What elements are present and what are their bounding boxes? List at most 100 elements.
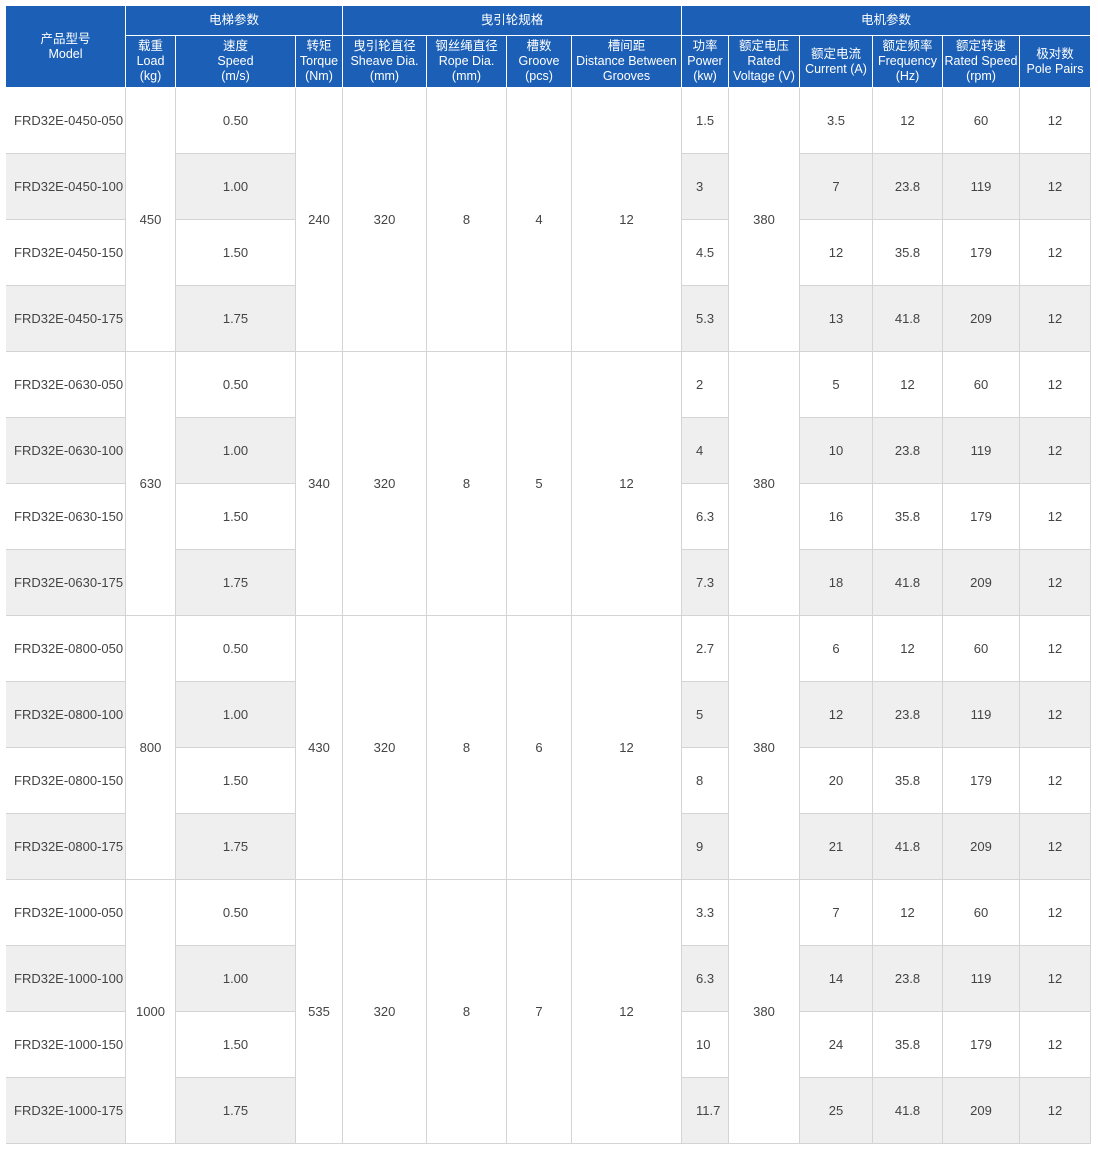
cell-model: FRD32E-0800-175 bbox=[6, 814, 126, 880]
header-text: Frequency bbox=[877, 54, 938, 68]
cell-groove: 7 bbox=[507, 880, 572, 1144]
cell-rope: 8 bbox=[427, 880, 507, 1144]
cell-frequency: 12 bbox=[873, 880, 943, 946]
cell-text: 1.00 bbox=[222, 443, 249, 458]
header-text: Distance Between bbox=[576, 54, 677, 68]
cell-model: FRD32E-0630-050 bbox=[6, 352, 126, 418]
cell-text: 1.00 bbox=[222, 971, 249, 986]
header-text: (kg) bbox=[139, 69, 162, 83]
cell-power: 6.3 bbox=[682, 946, 729, 1012]
cell-text: 179 bbox=[970, 509, 992, 524]
cell-current: 13 bbox=[800, 286, 873, 352]
cell-text: 12 bbox=[1047, 509, 1063, 524]
cell-text: 12 bbox=[619, 740, 634, 755]
header-text: 产品型号 bbox=[40, 31, 91, 46]
header-column: 功率 Power (kw) bbox=[682, 36, 729, 88]
cell-text: 11.7 bbox=[696, 1103, 721, 1118]
cell-text: 12 bbox=[900, 641, 915, 656]
cell-pole-pairs: 12 bbox=[1020, 88, 1091, 154]
cell-text: 320 bbox=[373, 740, 396, 755]
cell-rated-speed: 179 bbox=[943, 220, 1020, 286]
cell-rated-speed: 179 bbox=[943, 1012, 1020, 1078]
cell-text: 0.50 bbox=[222, 905, 249, 920]
cell-text: 1.50 bbox=[222, 773, 249, 788]
cell-text: 12 bbox=[1047, 707, 1063, 722]
cell-text: 1.5 bbox=[696, 113, 715, 128]
header-text: (kw) bbox=[693, 69, 717, 83]
cell-text: 8 bbox=[462, 1004, 471, 1019]
cell-speed: 1.50 bbox=[176, 1012, 296, 1078]
cell-pole-pairs: 12 bbox=[1020, 220, 1091, 286]
cell-text: 25 bbox=[828, 1103, 844, 1118]
cell-model: FRD32E-0450-050 bbox=[6, 88, 126, 154]
cell-text: 1000 bbox=[136, 1004, 165, 1019]
cell-text: 12 bbox=[900, 113, 915, 128]
header-text: Groove bbox=[518, 54, 560, 68]
cell-text: 320 bbox=[373, 476, 396, 491]
header-column: 额定电压 Rated Voltage (V) bbox=[729, 36, 800, 88]
header-text: Current (A) bbox=[805, 61, 867, 76]
header-column: 额定频率 Frequency (Hz) bbox=[873, 36, 943, 88]
header-group: 电梯参数 bbox=[126, 6, 343, 36]
cell-text: 41.8 bbox=[894, 575, 921, 590]
cell-current: 24 bbox=[800, 1012, 873, 1078]
cell-model: FRD32E-0630-150 bbox=[6, 484, 126, 550]
header-text: 转矩 bbox=[306, 39, 332, 53]
cell-power: 11.7 bbox=[682, 1078, 729, 1144]
cell-text: 6.3 bbox=[696, 509, 715, 524]
cell-power: 4.5 bbox=[682, 220, 729, 286]
cell-current: 5 bbox=[800, 352, 873, 418]
cell-text: 1.50 bbox=[222, 245, 249, 260]
cell-pole-pairs: 12 bbox=[1020, 550, 1091, 616]
cell-text: 0.50 bbox=[222, 377, 249, 392]
cell-frequency: 12 bbox=[873, 88, 943, 154]
cell-text: 60 bbox=[973, 905, 989, 920]
cell-text: FRD32E-0630-150 bbox=[14, 509, 124, 524]
header-column: 载重 Load (kg) bbox=[126, 36, 176, 88]
cell-text: FRD32E-0800-100 bbox=[14, 707, 124, 722]
cell-power: 3.3 bbox=[682, 880, 729, 946]
cell-text: 1.75 bbox=[222, 575, 249, 590]
header-model: 产品型号 Model bbox=[6, 6, 126, 88]
cell-text: 12 bbox=[619, 1004, 634, 1019]
cell-text: 5 bbox=[696, 707, 704, 722]
cell-current: 10 bbox=[800, 418, 873, 484]
cell-frequency: 35.8 bbox=[873, 1012, 943, 1078]
cell-pole-pairs: 12 bbox=[1020, 946, 1091, 1012]
cell-text: 60 bbox=[973, 113, 989, 128]
cell-current: 7 bbox=[800, 154, 873, 220]
header-text: Pole Pairs bbox=[1026, 61, 1084, 76]
cell-text: 1.50 bbox=[222, 509, 249, 524]
cell-text: 23.8 bbox=[894, 443, 921, 458]
header-column: 钢丝绳直径 Rope Dia. (mm) bbox=[427, 36, 507, 88]
cell-text: FRD32E-0630-175 bbox=[14, 575, 124, 590]
cell-frequency: 41.8 bbox=[873, 286, 943, 352]
cell-text: 7 bbox=[832, 905, 840, 920]
cell-pole-pairs: 12 bbox=[1020, 286, 1091, 352]
cell-power: 9 bbox=[682, 814, 729, 880]
header-text: Rated bbox=[747, 54, 781, 68]
cell-current: 20 bbox=[800, 748, 873, 814]
cell-current: 12 bbox=[800, 682, 873, 748]
cell-text: 1.75 bbox=[222, 1103, 249, 1118]
cell-text: 41.8 bbox=[894, 839, 921, 854]
cell-torque: 240 bbox=[296, 88, 343, 352]
cell-text: 340 bbox=[308, 476, 330, 491]
cell-frequency: 35.8 bbox=[873, 748, 943, 814]
cell-text: 179 bbox=[970, 773, 992, 788]
cell-text: 23.8 bbox=[894, 971, 921, 986]
cell-text: 430 bbox=[308, 740, 330, 755]
cell-text: 12 bbox=[1047, 1103, 1063, 1118]
header-text: Grooves bbox=[602, 69, 651, 83]
cell-text: 12 bbox=[619, 212, 634, 227]
cell-speed: 1.00 bbox=[176, 946, 296, 1012]
header-text: 速度 bbox=[222, 39, 248, 53]
cell-text: 14 bbox=[828, 971, 844, 986]
cell-text: FRD32E-1000-100 bbox=[14, 971, 124, 986]
header-column: 额定电流 Current (A) bbox=[800, 36, 873, 88]
cell-rated-speed: 119 bbox=[943, 682, 1020, 748]
cell-text: FRD32E-0450-175 bbox=[14, 311, 124, 326]
cell-current: 18 bbox=[800, 550, 873, 616]
cell-sheave: 320 bbox=[343, 88, 427, 352]
cell-speed: 0.50 bbox=[176, 616, 296, 682]
